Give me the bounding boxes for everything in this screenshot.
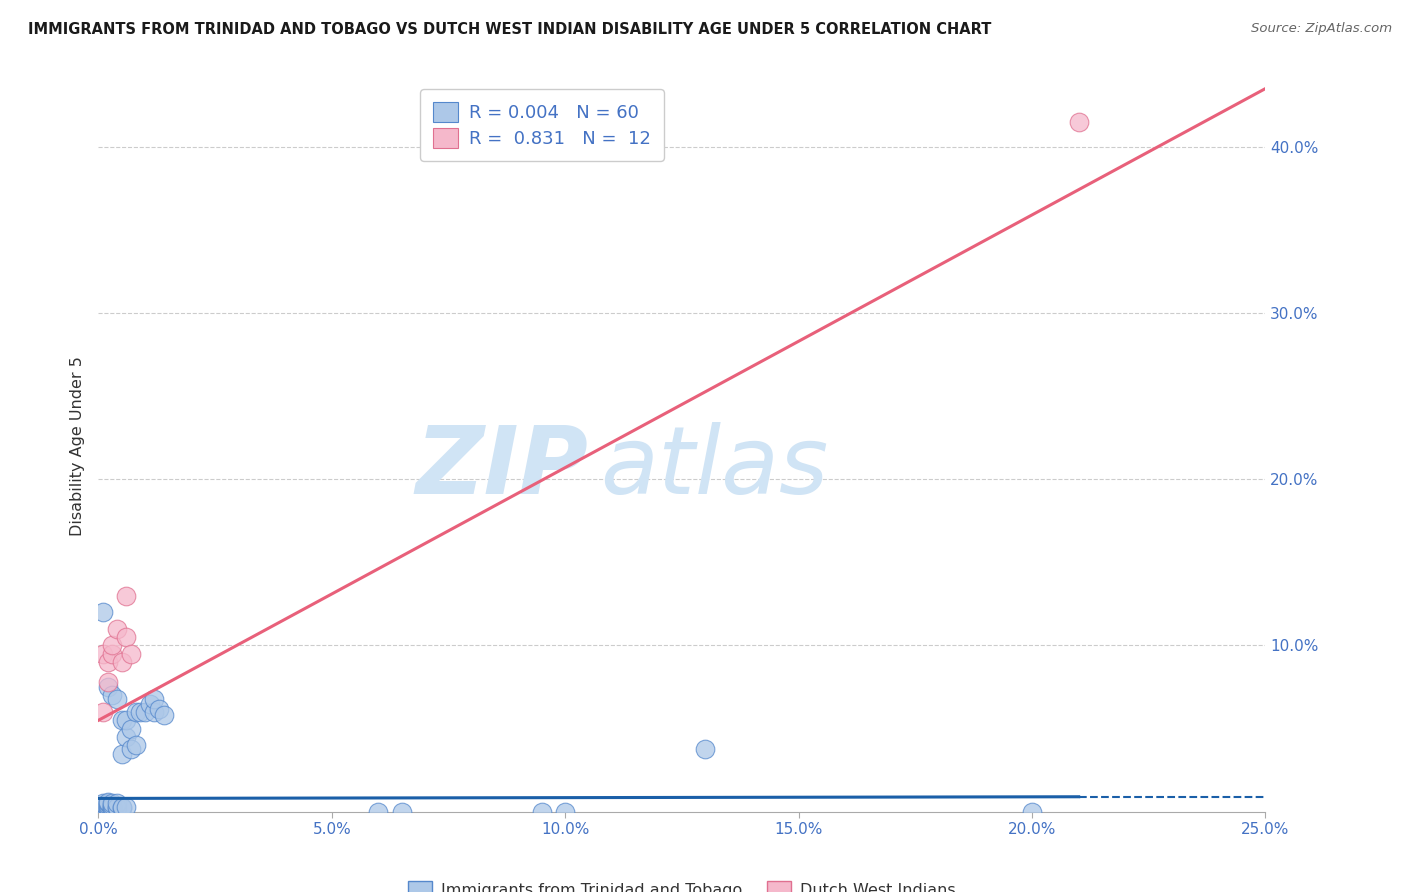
Point: [101, 689, 124, 703]
Point: [111, 655, 134, 669]
Text: IMMIGRANTS FROM TRINIDAD AND TOBAGO VS DUTCH WEST INDIAN DISABILITY AGE UNDER 5 : IMMIGRANTS FROM TRINIDAD AND TOBAGO VS D…: [28, 22, 991, 37]
Point: [1021, 805, 1043, 819]
Text: ZIP: ZIP: [416, 422, 589, 514]
Point: [91, 805, 114, 819]
Point: [91, 805, 114, 819]
Point: [91, 805, 114, 819]
Point: [105, 691, 128, 706]
Point: [695, 741, 717, 756]
Point: [134, 705, 156, 719]
Point: [530, 805, 553, 819]
Point: [148, 701, 170, 715]
Point: [367, 805, 389, 819]
Point: [1067, 115, 1090, 129]
Point: [91, 805, 114, 819]
Point: [91, 805, 114, 819]
Point: [120, 647, 142, 661]
Point: [120, 741, 142, 756]
Point: [152, 708, 174, 723]
Point: [91, 803, 114, 817]
Point: [91, 805, 114, 819]
Point: [97, 803, 120, 817]
Point: [120, 722, 142, 736]
Point: [97, 799, 120, 814]
Point: [139, 697, 162, 711]
Point: [91, 805, 114, 819]
Point: [91, 801, 114, 815]
Point: [97, 805, 120, 819]
Point: [115, 714, 138, 728]
Point: [97, 795, 120, 809]
Point: [97, 675, 120, 690]
Point: [91, 798, 114, 813]
Point: [105, 797, 128, 811]
Point: [105, 622, 128, 636]
Text: atlas: atlas: [600, 423, 828, 514]
Point: [101, 639, 124, 653]
Point: [97, 680, 120, 694]
Point: [391, 805, 413, 819]
Point: [97, 801, 120, 815]
Point: [101, 803, 124, 817]
Point: [143, 705, 166, 719]
Y-axis label: Disability Age Under 5: Disability Age Under 5: [70, 356, 86, 536]
Point: [91, 797, 114, 811]
Point: [111, 801, 134, 815]
Text: Source: ZipAtlas.com: Source: ZipAtlas.com: [1251, 22, 1392, 36]
Point: [115, 589, 138, 603]
Point: [91, 805, 114, 819]
Point: [115, 630, 138, 644]
Point: [91, 647, 114, 661]
Point: [91, 705, 114, 719]
Point: [101, 799, 124, 814]
Point: [91, 805, 114, 819]
Point: [91, 605, 114, 619]
Point: [115, 799, 138, 814]
Point: [91, 805, 114, 819]
Point: [97, 655, 120, 669]
Point: [101, 801, 124, 815]
Point: [111, 747, 134, 761]
Point: [125, 705, 148, 719]
Point: [115, 730, 138, 744]
Point: [129, 705, 152, 719]
Point: [91, 805, 114, 819]
Point: [97, 798, 120, 813]
Point: [554, 805, 576, 819]
Point: [143, 691, 166, 706]
Point: [91, 799, 114, 814]
Point: [111, 714, 134, 728]
Point: [91, 805, 114, 819]
Point: [101, 797, 124, 811]
Point: [111, 799, 134, 814]
Point: [101, 798, 124, 813]
Point: [125, 738, 148, 752]
Point: [105, 801, 128, 815]
Point: [105, 799, 128, 814]
Point: [97, 797, 120, 811]
Point: [101, 647, 124, 661]
Legend: Immigrants from Trinidad and Tobago, Dutch West Indians: Immigrants from Trinidad and Tobago, Dut…: [402, 874, 962, 892]
